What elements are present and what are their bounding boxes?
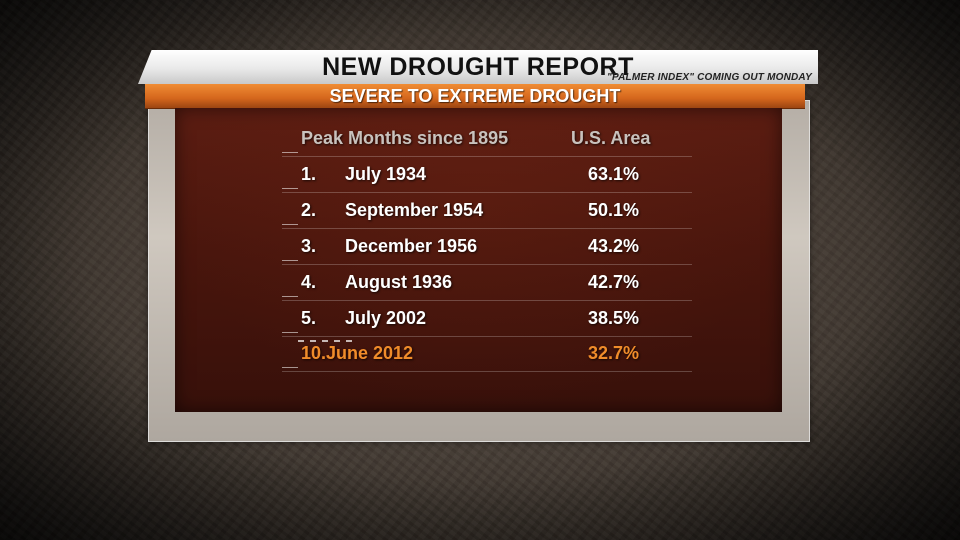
row-area: 50.1% [588, 200, 640, 220]
row-area: 32.7% [588, 343, 640, 363]
row-area: 38.5% [588, 308, 640, 328]
graphic-title: NEW DROUGHT REPORT [322, 53, 634, 81]
table-row: 2. September 1954 50.1% [282, 198, 692, 229]
row-tick [282, 332, 298, 333]
header-label: Peak Months since 1895 [301, 128, 509, 148]
row-tick [282, 152, 298, 153]
row-date: September 1954 [345, 200, 484, 220]
table-row: 5. July 2002 38.5% [282, 306, 692, 337]
header-value: U.S. Area [571, 128, 651, 148]
table-header: Peak Months since 1895 U.S. Area [282, 126, 692, 157]
banner-text: SEVERE TO EXTREME DROUGHT [329, 86, 621, 106]
table-panel [175, 108, 782, 412]
row-date: August 1936 [345, 272, 453, 292]
row-tick [282, 224, 298, 225]
table-row: 1. July 1934 63.1% [282, 162, 692, 193]
table-row-highlight: 10. June 2012 32.7% [282, 341, 692, 372]
row-tick [282, 296, 298, 297]
table-row: 3. December 1956 43.2% [282, 234, 692, 265]
row-rank: 3. [301, 236, 317, 256]
row-area: 63.1% [588, 164, 640, 184]
row-tick [282, 188, 298, 189]
row-rank: 10. [301, 343, 327, 363]
graphic-subtitle: "PALMER INDEX" COMING OUT MONDAY [607, 72, 812, 83]
ellipsis-dashes [298, 340, 358, 342]
row-date: December 1956 [345, 236, 478, 256]
row-rank: 5. [301, 308, 317, 328]
row-area: 43.2% [588, 236, 640, 256]
title-bar [138, 50, 818, 84]
row-rank: 1. [301, 164, 317, 184]
row-area: 42.7% [588, 272, 640, 292]
row-rank: 2. [301, 200, 317, 220]
table-row: 4. August 1936 42.7% [282, 270, 692, 301]
row-date: July 2002 [345, 308, 427, 328]
row-tick [282, 367, 298, 368]
row-tick [282, 260, 298, 261]
row-date: June 2012 [326, 343, 414, 363]
row-date: July 1934 [345, 164, 427, 184]
row-rank: 4. [301, 272, 317, 292]
